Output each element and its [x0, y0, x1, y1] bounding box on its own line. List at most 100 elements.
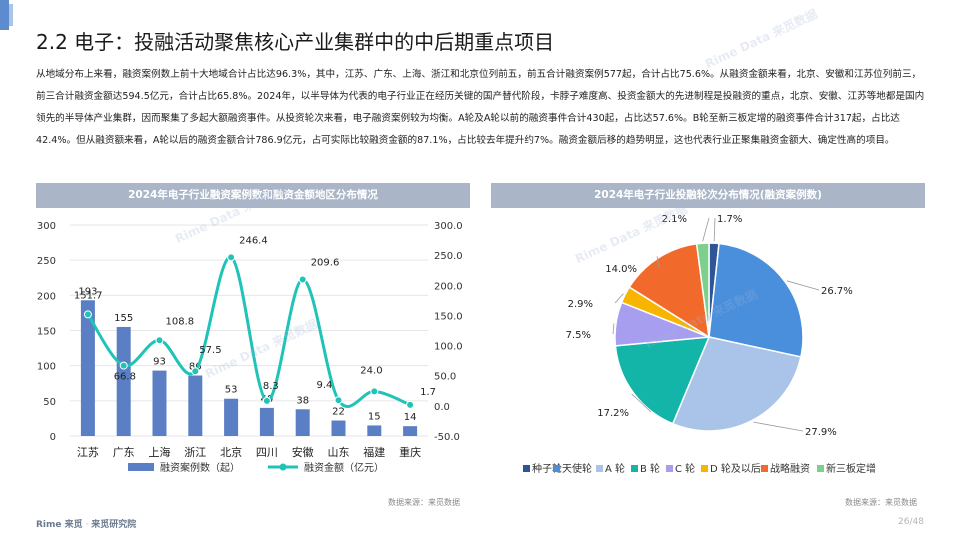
bar: [224, 398, 239, 436]
pie-leader-line: [702, 217, 710, 242]
line-point: [370, 387, 379, 396]
line-value-label: 66.8: [114, 372, 136, 383]
bar-value-label: 53: [225, 385, 238, 396]
pie-slice: [695, 242, 710, 338]
pie-value-label: 1.7%: [717, 214, 742, 225]
bar: [295, 409, 310, 436]
pie-leader-line: [713, 217, 716, 242]
legend-label: B 轮: [640, 462, 660, 475]
page-number: 26/48: [898, 517, 924, 527]
right-axis-tick: 150.0: [434, 311, 463, 322]
legend-label: A 轮: [605, 462, 625, 475]
bar-value-label: 22: [332, 407, 345, 418]
legend-swatch: [596, 465, 603, 472]
region-bar-line-chart: 0 50 100 150 200 250 300 -50.0 0.0 50.0 100.0 150.0…: [37, 221, 463, 474]
right-axis-tick: 0.0: [434, 402, 450, 413]
left-axis-tick: 200: [37, 291, 56, 302]
left-axis-tick: 100: [37, 362, 56, 373]
category-label: 广东: [113, 446, 135, 459]
bar-value-label: 86: [189, 362, 202, 373]
line-point: [191, 367, 200, 376]
line-value-label: 9.4: [317, 380, 333, 391]
watermark-text: Rime Data 来觅数据: [702, 6, 820, 72]
line-point: [155, 336, 164, 345]
pie-leader-line: [786, 280, 820, 291]
page-title: 2.2 电子：投融活动聚焦核心产业集群中的中后期重点项目: [36, 30, 555, 54]
category-label: 江苏: [77, 446, 99, 459]
left-axis-tick: 0: [50, 432, 56, 443]
amount-line: [86, 255, 411, 409]
research-institute-label: 来觅研究院: [91, 520, 137, 530]
pie-leader-line: [631, 393, 652, 413]
pie-slice: [671, 336, 802, 432]
legend-bar-swatch: [128, 463, 154, 471]
brand-logo-text: Rime 来觅: [36, 520, 83, 530]
bar: [367, 425, 382, 436]
pie-leader-line: [753, 421, 804, 432]
line-value-label: 24.0: [360, 365, 382, 376]
pie-leader-line: [656, 256, 660, 269]
line-point: [119, 361, 128, 370]
line-value-label: 151.7: [74, 290, 103, 301]
pie-slice: [708, 242, 804, 358]
line-value-label: 108.8: [166, 316, 195, 327]
right-source-note: 数据来源：来觅数据: [845, 498, 917, 507]
line-value-label: 8.3: [263, 381, 279, 392]
line-point: [334, 396, 343, 405]
left-axis-tick: 50: [43, 397, 56, 408]
bar: [80, 300, 95, 436]
bar-value-label: 14: [404, 412, 417, 423]
pie-value-label: 26.7%: [821, 286, 853, 297]
legend-swatch: [761, 465, 768, 472]
legend-line-label: 融资金额（亿元）: [304, 461, 384, 474]
line-point: [298, 275, 307, 284]
legend-swatch: [553, 465, 560, 472]
bar-value-label: 38: [296, 395, 309, 406]
line-value-label: 57.5: [199, 345, 221, 356]
line-point: [262, 396, 271, 405]
legend-line-marker: [279, 463, 287, 471]
right-axis-tick: 200.0: [434, 281, 463, 292]
line-point: [406, 400, 415, 409]
pie-slice: [628, 242, 710, 339]
legend-bar-label: 融资案例数（起）: [160, 461, 240, 474]
legend-label: 新三板定增: [826, 462, 876, 475]
pie-value-label: 17.2%: [597, 408, 629, 419]
category-label: 重庆: [399, 445, 421, 459]
pie-leader-line: [614, 293, 624, 304]
pie-value-label: 2.1%: [662, 214, 687, 225]
region-chart-title: 2024年电子行业融资案例数和融资金额地区分布情况: [36, 183, 470, 208]
category-label: 上海: [149, 445, 171, 459]
right-axis-tick: 300.0: [434, 221, 463, 232]
category-label: 山东: [328, 446, 350, 459]
round-chart-panel: 2024年电子行业投融轮次分布情况(融资案例数) 1.7% 26.7% 27.9% 1…: [491, 183, 925, 485]
legend-label: D 轮及以后: [710, 462, 761, 475]
right-axis-tick: 250.0: [434, 251, 463, 262]
category-label: 安徽: [292, 445, 314, 459]
bar: [116, 326, 131, 436]
corner-accent-icon: [0, 0, 13, 30]
round-chart-title: 2024年电子行业投融轮次分布情况(融资案例数): [491, 183, 925, 208]
left-axis-tick: 250: [37, 256, 56, 267]
right-axis-tick: 50.0: [434, 372, 456, 383]
legend-label: 战略融资: [770, 462, 810, 475]
pie-value-label: 7.5%: [566, 330, 591, 341]
line-value-label: 1.7: [420, 387, 436, 398]
legend-swatch: [817, 465, 824, 472]
legend-swatch: [631, 465, 638, 472]
pie-value-label: 27.9%: [805, 427, 837, 438]
pie-slice: [614, 336, 711, 425]
legend-swatch: [666, 465, 673, 472]
legend-swatch: [701, 465, 708, 472]
left-axis-tick: 300: [37, 221, 56, 232]
round-pie-chart: 1.7%26.7%27.9%17.2%7.5%2.9%14.0%2.1%种子轮天…: [523, 214, 876, 475]
pie-value-label: 14.0%: [605, 264, 637, 275]
legend-label: 天使轮: [562, 462, 592, 475]
bar: [152, 370, 167, 436]
legend-swatch: [523, 465, 530, 472]
legend-label: C 轮: [675, 462, 695, 475]
region-chart-panel: 2024年电子行业融资案例数和融资金额地区分布情况 0 50 100 150 200 25…: [36, 183, 470, 485]
footer-logo: Rime 来觅 · 来觅研究院: [36, 520, 137, 530]
bar-value-label: 155: [114, 313, 133, 324]
bar-value-label: 193: [78, 286, 97, 297]
